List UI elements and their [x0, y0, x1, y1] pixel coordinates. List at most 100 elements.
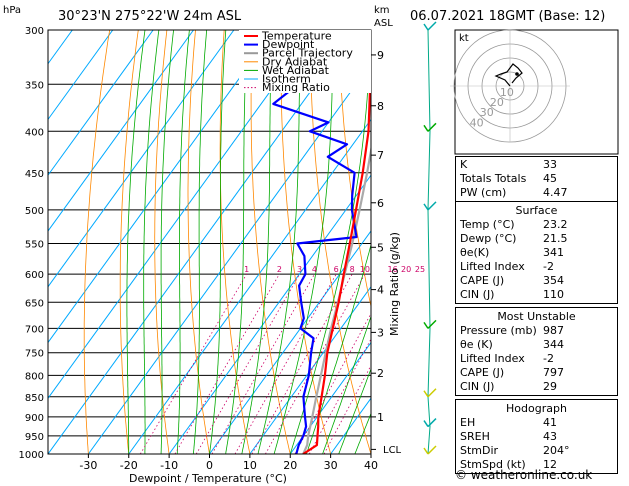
- hodograph-frame: [454, 29, 619, 155]
- wet-adiabat: [176, 30, 190, 454]
- km-tick-label: 7: [377, 149, 384, 162]
- pressure-tick-label: 850: [25, 393, 44, 404]
- index-value: 33: [543, 158, 557, 171]
- isotherm: [48, 30, 356, 454]
- km-tick-label: 3: [377, 326, 384, 339]
- wet-adiabat: [306, 243, 371, 454]
- isotherm: [48, 30, 114, 121]
- pressure-tick-label: 350: [25, 80, 44, 91]
- pressure-tick-label: 600: [25, 270, 44, 281]
- pressure-tick-label: 400: [25, 127, 44, 138]
- km-tick-label: 1: [377, 411, 384, 424]
- mu-row: CAPE (J) 797: [460, 366, 613, 380]
- index-value: 4.47: [543, 186, 568, 199]
- mixing-ratio-line: [211, 273, 315, 454]
- temperature-axis: -30 -20 -10 0 10 20 30 40: [79, 454, 378, 472]
- dry-adiabat: [119, 30, 139, 454]
- mu-row: Pressure (mb) 987: [460, 324, 613, 338]
- copyright-footer: © weatheronline.co.uk: [455, 468, 593, 482]
- hodo-value: 43: [543, 430, 557, 443]
- wet-adiabat: [338, 367, 371, 454]
- datetime-title: 06.07.2021 18GMT (Base: 12): [410, 9, 605, 24]
- temperature-tick-label: -30: [79, 459, 97, 472]
- temperature-tick-label: 20: [283, 459, 297, 472]
- dry-adiabat: [154, 30, 170, 454]
- wind-barb-flag: [423, 447, 429, 455]
- wind-barb-flag: [423, 124, 429, 132]
- surface-row: CAPE (J) 354: [460, 274, 613, 288]
- mu-value: 344: [543, 338, 564, 351]
- mu-row: CIN (J) 29: [460, 380, 613, 394]
- km-tick-label: 8: [377, 100, 384, 113]
- temperature-tick-label: -20: [120, 459, 138, 472]
- isotherm: [87, 62, 371, 454]
- pressure-tick-label: 450: [25, 169, 44, 180]
- wind-barb-flag: [423, 203, 429, 211]
- mu-label: Lifted Index: [460, 352, 525, 365]
- most-unstable-header: Most Unstable: [497, 310, 576, 323]
- hodograph-unit-label: kt: [459, 33, 469, 44]
- mixing-ratio-line: [139, 273, 248, 454]
- surface-label: CIN (J): [460, 288, 495, 301]
- wet-adiabat: [257, 30, 301, 454]
- legend-entry: Isotherm: [262, 73, 311, 86]
- legend-entry: Parcel Trajectory: [262, 47, 353, 60]
- series-line-temperature: [302, 72, 371, 454]
- hodograph-ring-label: 10: [500, 86, 514, 99]
- surface-row: Dewp (°C) 21.5: [460, 232, 613, 246]
- mu-label: CAPE (J): [460, 366, 505, 379]
- km-tick-label: 4: [377, 284, 384, 297]
- mixing-ratio-label: 25: [415, 265, 425, 274]
- wind-barb-flag: [423, 390, 429, 398]
- mu-value: 29: [543, 380, 557, 393]
- legend-entry: Dry Adiabat: [262, 55, 328, 68]
- mu-value: 797: [543, 366, 564, 379]
- wet-adiabat: [241, 30, 273, 454]
- hodograph-box: Hodograph EH 41 SREH 43 StmDir 204° StmSpd …: [455, 399, 618, 474]
- surface-label: θe(K): [460, 246, 490, 259]
- temperature-tick-label: 40: [364, 459, 378, 472]
- wind-barb: [427, 21, 437, 31]
- temperature-tick-label: -10: [160, 459, 178, 472]
- pressure-tick-label: 500: [25, 206, 44, 217]
- surface-row: CIN (J) 110: [460, 288, 613, 302]
- mixing-ratio-axis-title: Mixing Ratio (g/kg): [388, 232, 401, 336]
- wind-profile-line: [427, 29, 431, 455]
- surface-value: 354: [543, 274, 564, 287]
- mu-value: 987: [543, 324, 564, 337]
- wind-barb: [427, 201, 437, 211]
- wind-barb: [427, 122, 437, 132]
- surface-header: Surface: [515, 204, 558, 217]
- wet-adiabat: [273, 30, 334, 454]
- surface-row: θe(K) 341: [460, 246, 613, 260]
- surface-label: CAPE (J): [460, 274, 505, 287]
- mixing-ratio-line: [195, 273, 300, 454]
- isotherm: [249, 285, 371, 454]
- dry-adiabat: [309, 30, 371, 454]
- surface-label: Lifted Index: [460, 260, 525, 273]
- mu-label: Pressure (mb): [460, 324, 537, 337]
- pressure-axis: 300 350 400 450 500 550 600 650 700 750 800 850 900 9…: [19, 26, 44, 461]
- mixing-ratio-line: [174, 273, 280, 454]
- wind-barb-flag: [423, 23, 429, 31]
- pressure-tick-label: 700: [25, 324, 44, 335]
- hodo-value: 12: [543, 458, 557, 471]
- mixing-ratio-label: 10: [360, 265, 370, 274]
- isotherm: [48, 30, 235, 288]
- surface-row: Temp (°C) 23.2: [460, 218, 613, 232]
- hodo-row: StmSpd (kt) 12: [460, 458, 613, 472]
- surface-label: Dewp (°C): [460, 232, 517, 245]
- legend-entry: Dewpoint: [262, 38, 315, 51]
- dry-adiabat: [187, 30, 210, 454]
- legend-entry: Mixing Ratio: [262, 81, 330, 94]
- indices-table: K 33 Totals Totals 45 PW (cm) 4.47 Surface …: [455, 156, 618, 477]
- height-asl-label: ASL: [374, 18, 393, 29]
- mixing-ratio-label: 3: [297, 265, 302, 274]
- surface-box: Surface Temp (°C) 23.2 Dewp (°C) 21.5 θe(K…: [455, 202, 618, 304]
- mu-label: CIN (J): [460, 380, 495, 393]
- legend-entry: Wet Adiabat: [262, 64, 330, 77]
- km-tick-label: 2: [377, 367, 384, 380]
